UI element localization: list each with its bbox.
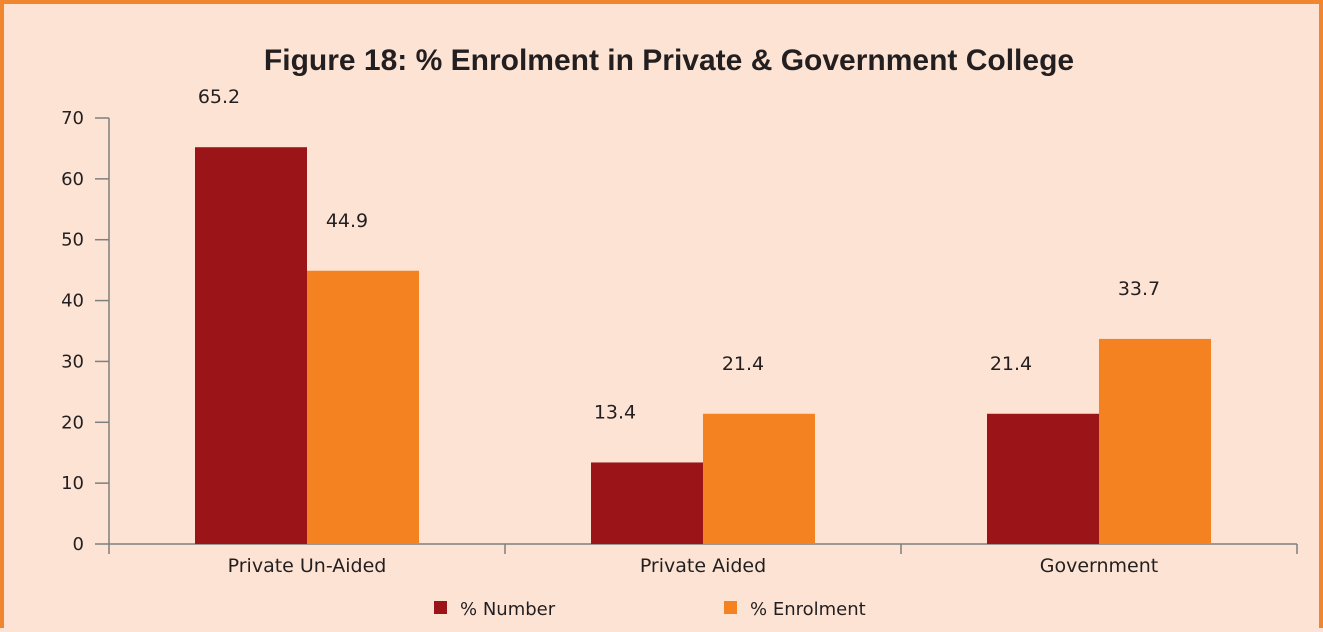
legend-swatch-enrolment	[724, 601, 737, 614]
value-label: 21.4	[990, 353, 1032, 375]
bars-group	[195, 147, 1211, 544]
y-tick-label: 20	[61, 412, 84, 433]
bar-number	[591, 462, 703, 544]
y-axis: 0 10 20 30 40 50 60 70	[61, 108, 110, 555]
y-tick-label: 10	[61, 473, 84, 494]
y-tick-label: 0	[73, 534, 84, 555]
y-tick-label: 30	[61, 351, 84, 372]
x-category-label: Private Un-Aided	[228, 555, 387, 577]
x-category-label: Government	[1040, 555, 1159, 577]
value-label: 13.4	[594, 401, 636, 423]
y-tick-label: 70	[61, 108, 84, 129]
bar-enrolment	[307, 270, 419, 544]
bar-chart: Figure 18: % Enrolment in Private & Gove…	[61, 44, 1298, 620]
value-label: 65.2	[198, 86, 240, 108]
x-category-label: Private Aided	[640, 555, 766, 577]
x-axis: Private Un-Aided Private Aided Government	[108, 543, 1298, 577]
y-tick-label: 40	[61, 291, 84, 312]
value-labels-group: 65.2 44.9 13.4 21.4 21.4 33.7	[198, 86, 1160, 423]
legend-label: % Number	[460, 599, 556, 620]
bar-number	[195, 147, 307, 544]
bar-number	[987, 413, 1099, 544]
y-tick-label: 50	[61, 230, 84, 251]
y-tick-label: 60	[61, 169, 84, 190]
value-label: 33.7	[1118, 278, 1160, 300]
legend: % Number % Enrolment	[434, 599, 866, 620]
value-label: 44.9	[326, 210, 368, 232]
bar-enrolment	[1099, 338, 1211, 544]
legend-swatch-number	[434, 601, 447, 614]
legend-label: % Enrolment	[750, 599, 866, 620]
chart-title: Figure 18: % Enrolment in Private & Gove…	[264, 44, 1074, 77]
value-label: 21.4	[722, 353, 764, 375]
bar-enrolment	[703, 413, 815, 544]
